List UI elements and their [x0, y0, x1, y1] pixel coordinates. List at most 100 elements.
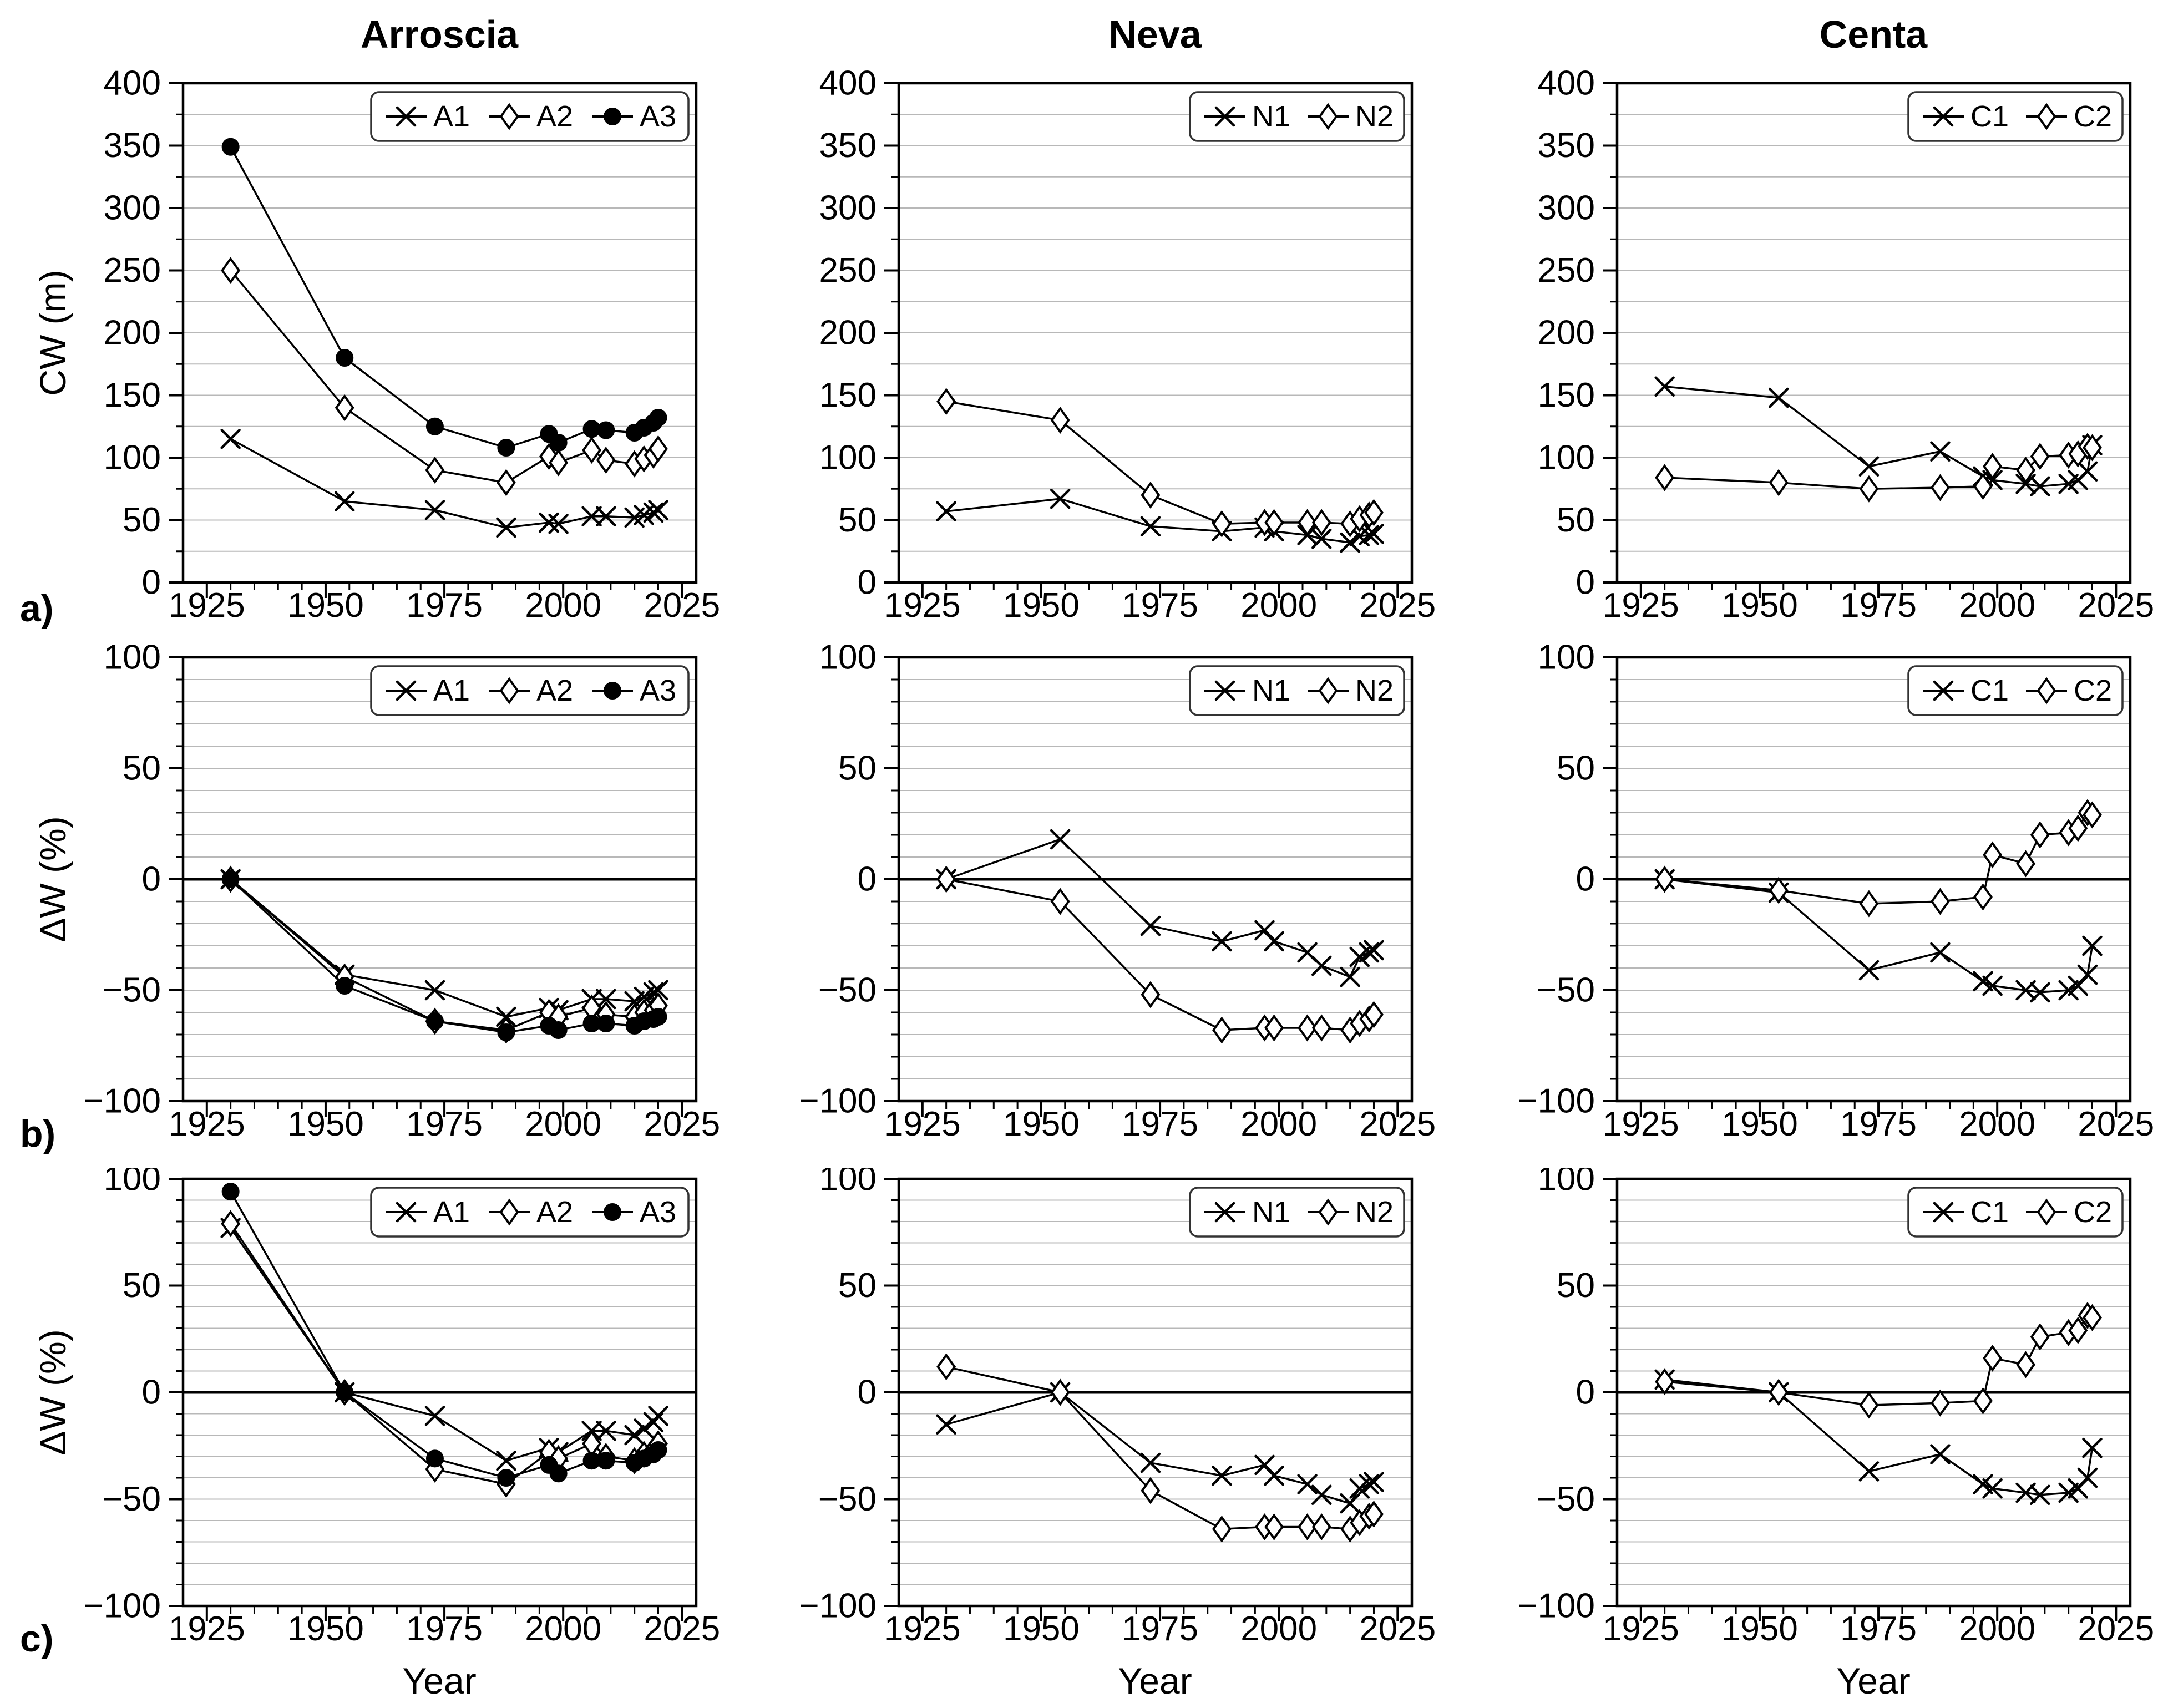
svg-text:1925: 1925 [1603, 1105, 1679, 1143]
series-A1 [220, 429, 668, 538]
svg-text:2025: 2025 [2078, 1610, 2154, 1648]
gridlines [899, 1199, 1412, 1585]
svg-text:1975: 1975 [1840, 586, 1917, 625]
svg-text:2025: 2025 [644, 1610, 720, 1648]
svg-text:2025: 2025 [644, 1105, 720, 1143]
gridlines [183, 114, 696, 552]
svg-text:1950: 1950 [1721, 1610, 1798, 1648]
gridlines [1617, 679, 2130, 1079]
x-axis-ticks: 1925 1950 1975 2000 2025 [169, 1101, 720, 1143]
svg-text:50: 50 [1557, 749, 1595, 788]
svg-text:1950: 1950 [1721, 586, 1798, 625]
svg-text:1925: 1925 [1603, 586, 1679, 625]
x-axis-ticks: 1925 1950 1975 2000 2025 [1603, 1101, 2154, 1143]
legend-box [1907, 91, 2124, 142]
svg-text:1950: 1950 [1003, 1610, 1080, 1648]
legend-label-C1: C1 [1970, 100, 2009, 133]
legend-label-N1: N1 [1252, 100, 1290, 133]
x-axis-ticks: 1925 1950 1975 2000 2025 [884, 1606, 1436, 1648]
svg-text:2000: 2000 [1240, 1610, 1317, 1648]
svg-text:−50: −50 [103, 971, 161, 1010]
y-axis-ticks: −100 −50 0 50 100 [1517, 638, 1617, 1121]
svg-text:100: 100 [1538, 439, 1595, 477]
svg-text:2025: 2025 [644, 586, 720, 625]
legend-label-C1: C1 [1970, 674, 2009, 707]
chart-a-arroscia-cw: 0 50 100 150 200 250 300 350 400 1925 1950 1975 2000… [104, 64, 721, 625]
legend: A1 A2 A3 [370, 91, 690, 142]
legend: C1 C2 [1907, 1187, 2124, 1238]
svg-text:150: 150 [1538, 376, 1595, 414]
legend: N1 N2 [1189, 91, 1405, 142]
svg-text:0: 0 [858, 564, 877, 602]
svg-text:350: 350 [819, 126, 877, 165]
legend: A1 A2 A3 [370, 1187, 690, 1238]
legend-label-N1: N1 [1252, 674, 1290, 707]
legend-label-C1: C1 [1970, 1195, 2009, 1229]
y-axis-label-dw-c: ΔW (%) [32, 1329, 73, 1456]
svg-text:−50: −50 [103, 1480, 161, 1518]
y-axis-ticks: −100 −50 0 50 100 [83, 638, 183, 1121]
cell-c-centa: −100 −50 0 50 100 1925 1950 1975 2000 2025 C1 C2 [1440, 1168, 2158, 1708]
svg-text:50: 50 [838, 1266, 877, 1305]
x-axis-ticks: 1925 1950 1975 2000 2025 [1603, 1606, 2154, 1648]
svg-text:2025: 2025 [1359, 1105, 1436, 1143]
plot-frame [181, 82, 698, 584]
series-C2 [1655, 799, 2102, 918]
series-line-C1 [1664, 878, 2094, 994]
legend-label-A3: A3 [640, 1195, 676, 1229]
x-axis-label-neva: Year [1118, 1660, 1192, 1701]
gridlines [1617, 1199, 2130, 1585]
svg-text:1975: 1975 [1840, 1105, 1917, 1143]
plot-frame [181, 1177, 698, 1608]
svg-text:−100: −100 [1517, 1587, 1595, 1625]
svg-text:350: 350 [1538, 126, 1595, 165]
svg-text:0: 0 [142, 1374, 161, 1412]
x-axis-label-arroscia: Year [402, 1660, 477, 1701]
svg-text:2000: 2000 [525, 586, 601, 625]
cell-a-arroscia: 0 50 100 150 200 250 300 350 400 1925 1950 1975 2000… [0, 0, 721, 632]
panel-letter-a: a) [20, 587, 54, 630]
y-axis-ticks: −100 −50 0 50 100 [799, 1168, 899, 1625]
svg-text:250: 250 [1538, 251, 1595, 290]
svg-text:150: 150 [819, 376, 877, 414]
plot-frame [897, 1177, 1414, 1608]
svg-text:2000: 2000 [1959, 586, 2035, 625]
series-C2 [1655, 1301, 2102, 1419]
cell-b-arroscia: −100 −50 0 50 100 1925 1950 1975 2000 2025 A1 A2 A3 [0, 632, 721, 1168]
y-axis-ticks: −100 −50 0 50 100 [799, 638, 899, 1121]
series-A3 [221, 870, 667, 1041]
x-axis-ticks: 1925 1950 1975 2000 2025 [884, 582, 1436, 625]
cell-b-centa: −100 −50 0 50 100 1925 1950 1975 2000 2025 C1 C2 [1440, 632, 2158, 1168]
legend-box [1189, 91, 1405, 142]
svg-text:200: 200 [1538, 314, 1595, 352]
plot-frame [897, 82, 1414, 584]
svg-text:−100: −100 [799, 1082, 877, 1121]
legend-label-A2: A2 [536, 674, 573, 707]
svg-text:400: 400 [104, 64, 161, 103]
legend-label-N2: N2 [1355, 674, 1394, 707]
cell-a-centa: 0 50 100 150 200 250 300 350 400 1925 1950 1975 2000… [1440, 0, 2158, 632]
series-C2 [1655, 433, 2102, 503]
svg-text:1925: 1925 [884, 1105, 961, 1143]
svg-text:100: 100 [819, 638, 877, 677]
series-C1 [1654, 869, 2103, 1003]
svg-text:1950: 1950 [287, 1610, 364, 1648]
series-A3 [221, 1183, 667, 1487]
svg-text:50: 50 [123, 1266, 161, 1305]
series-A2 [221, 1210, 668, 1498]
legend-label-A3: A3 [640, 674, 676, 707]
svg-text:0: 0 [858, 860, 877, 899]
legend-label-N2: N2 [1355, 1195, 1394, 1229]
chart-b-arroscia-dw: −100 −50 0 50 100 1925 1950 1975 2000 2025 A1 A2 A3 [83, 638, 720, 1144]
svg-text:1925: 1925 [169, 1105, 245, 1143]
series-line-N2 [946, 401, 1375, 525]
svg-text:100: 100 [819, 439, 877, 477]
svg-text:200: 200 [819, 314, 877, 352]
svg-text:−100: −100 [1517, 1082, 1595, 1121]
svg-text:2000: 2000 [1240, 586, 1317, 625]
svg-text:1975: 1975 [406, 1105, 483, 1143]
legend: C1 C2 [1907, 665, 2124, 716]
panel-letter-c: c) [20, 1618, 54, 1660]
series-A2 [221, 865, 668, 1044]
